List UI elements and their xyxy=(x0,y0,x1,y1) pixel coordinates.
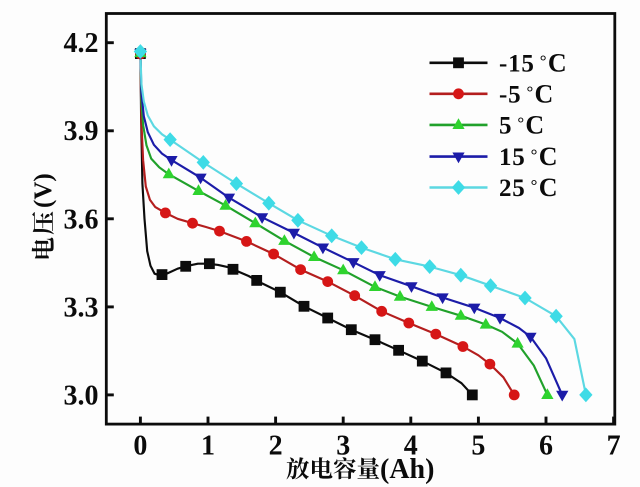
svg-text:3.0: 3.0 xyxy=(64,380,99,411)
svg-text:6: 6 xyxy=(539,431,553,462)
svg-text:5: 5 xyxy=(471,431,485,462)
svg-text:-15°C: -15 °C xyxy=(499,48,567,77)
svg-text:2: 2 xyxy=(269,431,283,462)
svg-text:3.9: 3.9 xyxy=(64,116,99,147)
svg-text:3: 3 xyxy=(336,431,350,462)
svg-text:5°C: 5 °C xyxy=(499,110,545,139)
svg-text:3.6: 3.6 xyxy=(64,204,99,235)
svg-text:1: 1 xyxy=(201,431,215,462)
svg-text:7: 7 xyxy=(607,431,621,462)
svg-text:4.2: 4.2 xyxy=(64,28,99,59)
svg-text:(V): (V) xyxy=(30,173,57,208)
svg-text:(Ah): (Ah) xyxy=(380,454,434,485)
svg-text:0: 0 xyxy=(133,431,147,462)
svg-text:3.3: 3.3 xyxy=(64,292,99,323)
svg-text:4: 4 xyxy=(404,431,418,462)
